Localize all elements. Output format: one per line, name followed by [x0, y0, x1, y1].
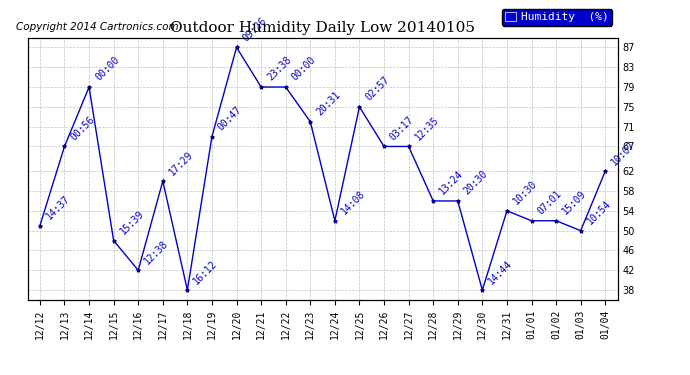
Point [83, 84, 95, 90]
Text: 03:17: 03:17 [388, 114, 416, 142]
Text: 10:30: 10:30 [511, 179, 539, 207]
Text: 15:09: 15:09 [560, 189, 588, 217]
Text: 14:37: 14:37 [44, 194, 72, 222]
Point [255, 84, 266, 90]
Point [59, 144, 70, 150]
Text: 00:56: 00:56 [68, 114, 97, 142]
Point [132, 267, 144, 273]
Point [403, 144, 414, 150]
Point [157, 178, 168, 184]
Point [206, 134, 217, 140]
Text: 12:35: 12:35 [413, 114, 441, 142]
Text: 14:08: 14:08 [339, 189, 367, 217]
Point [600, 168, 611, 174]
Text: 14:44: 14:44 [486, 258, 514, 286]
Point [379, 144, 390, 150]
Point [280, 84, 291, 90]
Text: 23:38: 23:38 [265, 55, 293, 83]
Point [182, 287, 193, 293]
Text: Copyright 2014 Cartronics.com: Copyright 2014 Cartronics.com [16, 22, 179, 32]
Point [526, 218, 537, 224]
Text: 00:00: 00:00 [93, 55, 121, 83]
Text: 02:57: 02:57 [364, 75, 391, 103]
Text: 12:38: 12:38 [142, 238, 170, 266]
Text: 09:26: 09:26 [241, 15, 268, 43]
Text: 16:12: 16:12 [192, 258, 219, 286]
Point [551, 218, 562, 224]
Text: 13:24: 13:24 [437, 169, 465, 197]
Point [452, 198, 463, 204]
Text: 07:01: 07:01 [535, 189, 564, 217]
Point [477, 287, 488, 293]
Title: Outdoor Humidity Daily Low 20140105: Outdoor Humidity Daily Low 20140105 [170, 21, 475, 35]
Text: 15:39: 15:39 [118, 209, 146, 236]
Point [354, 104, 365, 110]
Text: 10:07: 10:07 [609, 139, 638, 167]
Text: 20:30: 20:30 [462, 169, 490, 197]
Text: 17:29: 17:29 [167, 149, 195, 177]
Point [575, 228, 586, 234]
Legend: Humidity  (%): Humidity (%) [502, 9, 612, 26]
Text: 20:31: 20:31 [315, 90, 342, 117]
Point [428, 198, 439, 204]
Point [502, 208, 513, 214]
Text: 00:00: 00:00 [290, 55, 317, 83]
Point [231, 44, 242, 50]
Point [305, 119, 316, 125]
Text: 10:54: 10:54 [585, 199, 613, 226]
Point [34, 223, 46, 229]
Point [329, 218, 340, 224]
Point [108, 238, 119, 244]
Text: 00:47: 00:47 [216, 105, 244, 132]
